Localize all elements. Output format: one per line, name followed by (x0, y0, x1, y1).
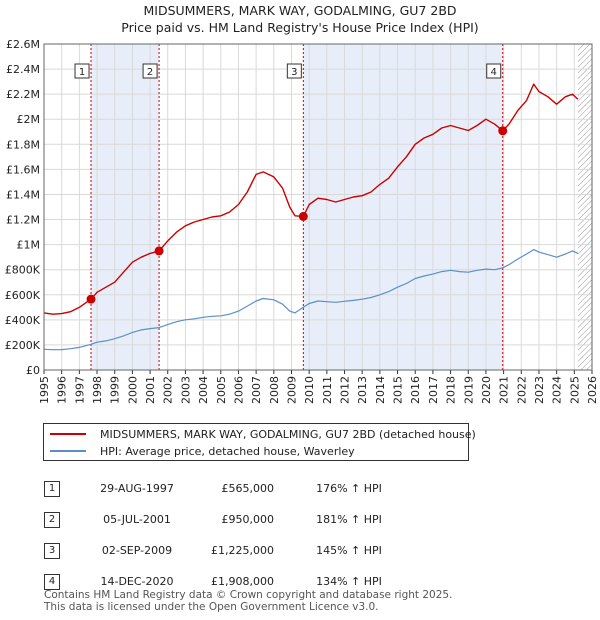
x-tick-label: 2021 (498, 376, 511, 404)
sale-price: £1,908,000 (211, 575, 274, 588)
x-tick-label: 2018 (445, 376, 458, 404)
x-tick-label: 2025 (568, 376, 581, 404)
sale-number-badge: 2 (44, 511, 60, 528)
sale-marker-box (486, 63, 502, 79)
hatched-forecast-region (577, 44, 592, 370)
legend-swatch-hpi (50, 450, 86, 452)
x-tick-label: 2000 (126, 376, 139, 404)
y-tick-label: £1.2M (6, 214, 40, 227)
shaded-period (303, 44, 503, 370)
x-tick-label: 1996 (56, 376, 69, 404)
chart-title: MIDSUMMERS, MARK WAY, GODALMING, GU7 2BD (143, 3, 457, 18)
sale-point (154, 246, 164, 256)
x-tick-label: 2014 (374, 376, 387, 404)
sale-marker-box (74, 63, 90, 79)
x-tick-label: 1999 (109, 376, 122, 404)
x-tick-label: 2004 (197, 376, 210, 404)
y-tick-label: £0 (26, 364, 40, 377)
sale-marker-label: 3 (291, 67, 297, 78)
y-tick-label: £600K (5, 289, 41, 302)
y-tick-label: £2.2M (6, 88, 40, 101)
x-tick-label: 2015 (392, 376, 405, 404)
x-tick-label: 2008 (268, 376, 281, 404)
y-tick-label: £200K (5, 339, 41, 352)
sale-date: 14-DEC-2020 (100, 575, 174, 588)
table-row: 2 05-JUL-2001 £950,000 181% ↑ HPI (44, 504, 404, 535)
x-tick-label: 2003 (179, 376, 192, 404)
x-tick-label: 2016 (409, 376, 422, 404)
chart-legend: MIDSUMMERS, MARK WAY, GODALMING, GU7 2BD… (43, 423, 476, 461)
x-tick-label: 2002 (162, 376, 175, 404)
sale-date: 02-SEP-2009 (101, 544, 173, 557)
sales-table: 1 29-AUG-1997 £565,000 176% ↑ HPI 2 05-J… (44, 473, 404, 597)
price-chart: 1 2 3 4 £0 £200K £400K £600K £800K £1M £1.2M £1.4M… (5, 38, 599, 404)
sale-price: £950,000 (221, 513, 275, 526)
sale-marker-label: 2 (147, 67, 153, 78)
x-tick-label: 2001 (144, 376, 157, 404)
x-tick-label: 2026 (586, 376, 599, 404)
sale-price: £565,000 (221, 482, 275, 495)
sale-marker-label: 1 (79, 67, 85, 78)
chart-subtitle: Price paid vs. HM Land Registry's House … (121, 20, 479, 35)
legend-label-property: MIDSUMMERS, MARK WAY, GODALMING, GU7 2BD… (100, 427, 476, 441)
y-tick-label: £800K (5, 264, 41, 277)
legend-swatch-property (50, 433, 86, 435)
x-tick-label: 1998 (91, 376, 104, 404)
sale-marker-label: 4 (491, 67, 497, 78)
sale-hpi-change: 181% ↑ HPI (316, 513, 382, 526)
legend-item-property: MIDSUMMERS, MARK WAY, GODALMING, GU7 2BD… (50, 426, 476, 442)
x-tick-label: 1997 (73, 376, 86, 404)
sale-hpi-change: 134% ↑ HPI (316, 575, 382, 588)
x-tick-label: 2017 (427, 376, 440, 404)
y-tick-label: £1M (17, 239, 41, 252)
hpi-line (43, 249, 579, 351)
x-tick-label: 2020 (480, 376, 493, 404)
table-row: 3 02-SEP-2009 £1,225,000 145% ↑ HPI (44, 535, 404, 566)
sale-number-badge: 1 (44, 480, 60, 497)
x-tick-label: 2005 (215, 376, 228, 404)
shaded-period (91, 44, 160, 370)
x-tick-label: 2013 (356, 376, 369, 404)
plot-frame (43, 43, 593, 371)
footer-line-licence: This data is licensed under the Open Gov… (44, 601, 379, 613)
y-tick-label: £1.6M (6, 163, 40, 176)
sale-number-badge: 4 (44, 573, 60, 590)
sale-point (498, 126, 508, 136)
sale-hpi-change: 176% ↑ HPI (316, 482, 382, 495)
sale-date: 05-JUL-2001 (103, 513, 171, 526)
sale-price: £1,225,000 (211, 544, 274, 557)
y-tick-label: £2.6M (6, 38, 40, 51)
x-tick-label: 2006 (232, 376, 245, 404)
x-tick-label: 2010 (303, 376, 316, 404)
footer-attribution: Contains HM Land Registry data © Crown c… (44, 589, 452, 613)
x-tick-label: 2019 (462, 376, 475, 404)
x-tick-label: 2009 (285, 376, 298, 404)
sale-hpi-change: 145% ↑ HPI (316, 544, 382, 557)
sale-point (86, 294, 96, 304)
y-tick-label: £2M (17, 113, 41, 126)
sale-marker-box (142, 63, 158, 79)
footer-line-copyright: Contains HM Land Registry data © Crown c… (44, 589, 453, 601)
y-tick-label: £1.4M (6, 188, 40, 201)
y-tick-label: £2.4M (6, 63, 40, 76)
table-row: 4 14-DEC-2020 £1,908,000 134% ↑ HPI (44, 566, 404, 597)
x-tick-label: 2023 (533, 376, 546, 404)
sale-date: 29-AUG-1997 (100, 482, 174, 495)
legend-label-hpi: HPI: Average price, detached house, Wave… (100, 444, 355, 458)
sale-marker-box (286, 63, 302, 79)
y-tick-label: £400K (5, 314, 41, 327)
x-tick-label: 2011 (321, 376, 334, 404)
legend-item-hpi: HPI: Average price, detached house, Wave… (50, 443, 355, 459)
y-tick-label: £1.8M (6, 138, 40, 151)
x-tick-label: 2022 (515, 376, 528, 404)
x-tick-label: 2007 (250, 376, 263, 404)
x-tick-label: 2012 (339, 376, 352, 404)
table-row: 1 29-AUG-1997 £565,000 176% ↑ HPI (44, 473, 404, 504)
property-price-line (43, 83, 579, 315)
sale-point (298, 211, 308, 221)
x-tick-label: 1995 (38, 376, 51, 404)
sale-number-badge: 3 (44, 542, 60, 559)
x-tick-label: 2024 (551, 376, 564, 404)
